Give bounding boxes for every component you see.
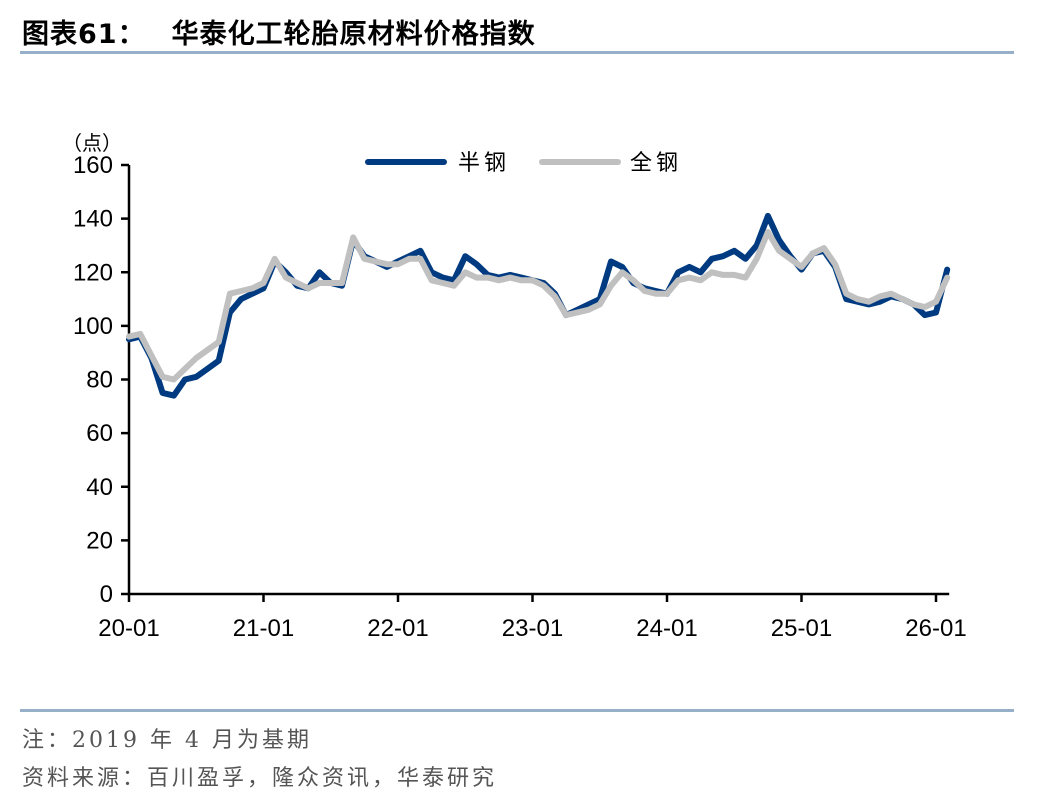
line-chart: 0 20 40 60 80 100 120 140 160 20-01 21-01 22-01 23-…	[62, 131, 967, 642]
chart-note: 注：2019 年 4 月为基期	[22, 728, 312, 753]
legend-item: 全钢	[539, 151, 682, 176]
x-tick-label: 24-01	[636, 615, 697, 642]
y-tick-label: 20	[86, 527, 113, 554]
figure-title-text: 华泰化工轮胎原材料价格指数	[171, 19, 536, 50]
top-divider	[20, 51, 1014, 54]
y-axis-unit: （点）	[62, 131, 122, 155]
y-tick-label: 60	[86, 420, 113, 447]
x-axis: 20-01 21-01 22-01 23-01 24-01 25-01 26-01	[98, 592, 967, 642]
y-tick-label: 140	[73, 206, 113, 233]
x-tick-label: 26-01	[905, 615, 966, 642]
legend-label: 全钢	[630, 151, 682, 176]
x-tick-label: 23-01	[502, 615, 563, 642]
legend: 半钢 全钢	[365, 151, 682, 176]
series-layer	[126, 212, 951, 399]
y-tick-label: 0	[100, 581, 113, 608]
y-tick-label: 80	[86, 367, 113, 394]
y-tick-label: 120	[73, 259, 113, 286]
figure-title: 图表61： 华泰化工轮胎原材料价格指数	[22, 12, 536, 51]
legend-item: 半钢	[365, 151, 510, 176]
data-source: 资料来源：百川盈孚，隆众资讯，华泰研究	[22, 766, 498, 791]
y-axis: 0 20 40 60 80 100 120 140 160	[73, 152, 131, 608]
y-tick-label: 100	[73, 313, 113, 340]
figure-label: 图表61：	[22, 19, 146, 50]
bottom-divider	[20, 709, 1014, 712]
x-tick-label: 20-01	[98, 615, 159, 642]
x-tick-label: 25-01	[771, 615, 832, 642]
series-all-steel-line	[126, 229, 951, 383]
y-tick-label: 160	[73, 152, 113, 179]
x-tick-label: 21-01	[233, 615, 294, 642]
y-tick-label: 40	[86, 474, 113, 501]
x-tick-label: 22-01	[367, 615, 428, 642]
legend-label: 半钢	[458, 151, 510, 176]
series-semi-steel-line	[126, 212, 951, 399]
